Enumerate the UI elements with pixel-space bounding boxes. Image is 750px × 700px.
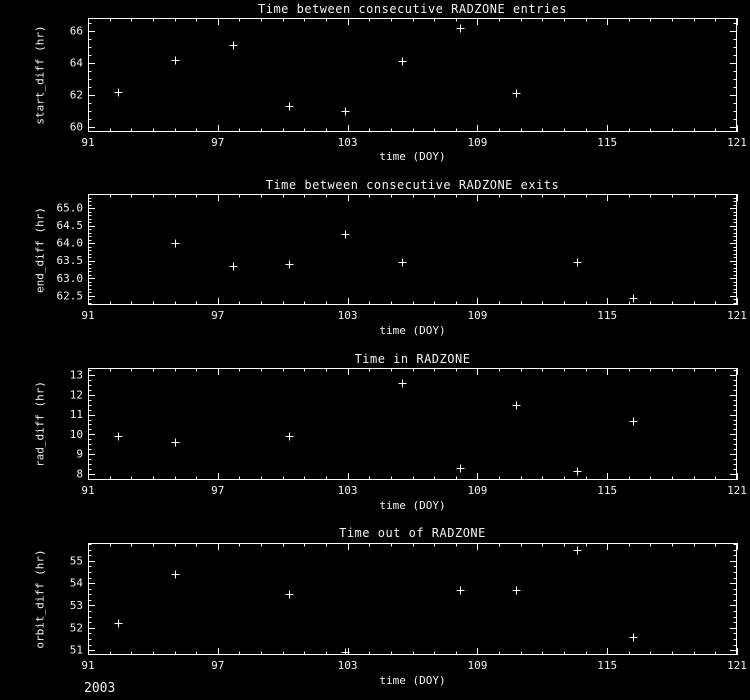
svg-text:121: 121 [727, 484, 747, 497]
chart-title-in-radzone: Time in RADZONE [354, 352, 471, 366]
svg-text:10: 10 [70, 428, 83, 441]
svg-text:55: 55 [70, 554, 83, 567]
svg-text:115: 115 [597, 484, 617, 497]
svg-text:109: 109 [467, 309, 487, 322]
y-axis-label-end-diff: end_diff (hr) [33, 206, 47, 294]
svg-text:66: 66 [70, 24, 83, 37]
svg-text:97: 97 [211, 484, 224, 497]
svg-text:97: 97 [211, 659, 224, 672]
svg-text:54: 54 [70, 577, 84, 590]
svg-text:63.0: 63.0 [57, 272, 84, 285]
svg-text:11: 11 [70, 408, 83, 421]
chart-title-exits: Time between consecutive RADZONE exits [265, 178, 560, 192]
chart-title-entries: Time between consecutive RADZONE entries [258, 2, 567, 16]
svg-text:65.0: 65.0 [57, 202, 84, 215]
svg-text:103: 103 [338, 659, 358, 672]
x-axis-label-3: time (DOY) [379, 499, 446, 512]
svg-text:91: 91 [81, 309, 94, 322]
svg-text:115: 115 [597, 136, 617, 149]
svg-text:60: 60 [70, 121, 83, 134]
svg-text:97: 97 [211, 136, 224, 149]
svg-text:103: 103 [338, 136, 358, 149]
x-axis-label-2: time (DOY) [379, 324, 446, 337]
svg-text:63.5: 63.5 [57, 254, 84, 267]
svg-text:9: 9 [76, 448, 83, 461]
svg-text:64.5: 64.5 [57, 219, 84, 232]
svg-text:109: 109 [467, 136, 487, 149]
y-axis-label-rad-diff: rad_diff (hr) [33, 380, 47, 468]
svg-text:91: 91 [81, 484, 94, 497]
svg-text:115: 115 [597, 659, 617, 672]
svg-text:109: 109 [467, 659, 487, 672]
svg-text:103: 103 [338, 484, 358, 497]
svg-text:115: 115 [597, 309, 617, 322]
svg-text:103: 103 [338, 309, 358, 322]
year-label: 2003 [84, 681, 116, 696]
svg-text:64.0: 64.0 [57, 237, 84, 250]
svg-text:62: 62 [70, 89, 83, 102]
y-axis-label-start-diff: start_diff (hr) [33, 25, 47, 125]
svg-text:52: 52 [70, 621, 83, 634]
svg-text:121: 121 [727, 136, 747, 149]
svg-text:62.5: 62.5 [57, 289, 84, 302]
svg-text:97: 97 [211, 309, 224, 322]
svg-text:53: 53 [70, 599, 83, 612]
svg-text:8: 8 [76, 468, 83, 481]
svg-text:121: 121 [727, 659, 747, 672]
x-axis-label-1: time (DOY) [379, 150, 446, 163]
svg-text:121: 121 [727, 309, 747, 322]
svg-text:12: 12 [70, 388, 83, 401]
svg-text:91: 91 [81, 136, 94, 149]
svg-text:91: 91 [81, 659, 94, 672]
svg-text:13: 13 [70, 368, 83, 381]
svg-text:51: 51 [70, 644, 83, 657]
svg-text:109: 109 [467, 484, 487, 497]
svg-text:64: 64 [70, 56, 84, 69]
chart-title-out-radzone: Time out of RADZONE [339, 526, 486, 540]
y-axis-label-orbit-diff: orbit_diff (hr) [33, 549, 47, 649]
x-axis-label-4: time (DOY) [379, 674, 446, 687]
